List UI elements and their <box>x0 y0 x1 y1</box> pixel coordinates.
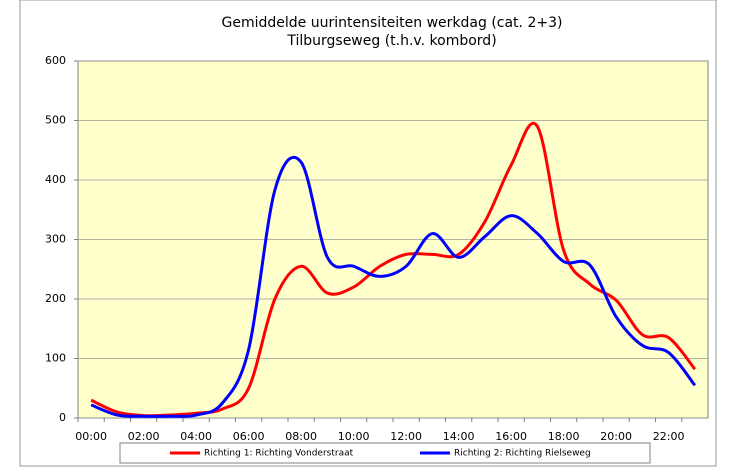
chart-title: Gemiddelde uurintensiteiten werkdag (cat… <box>222 15 563 31</box>
chart-subtitle: Tilburgseweg (t.h.v. kombord) <box>286 33 496 49</box>
x-tick-label: 22:00 <box>653 430 685 443</box>
x-tick-label: 10:00 <box>338 430 370 443</box>
line-series <box>90 122 697 418</box>
x-tick-label: 08:00 <box>285 430 317 443</box>
legend-label: Richting 1: Richting Vonderstraat <box>204 449 354 459</box>
legend-box <box>119 442 651 464</box>
y-tick-label: 0 <box>59 411 66 424</box>
x-tick-label: 00:00 <box>75 430 107 443</box>
x-tick-label: 20:00 <box>600 430 632 443</box>
x-tick-label: 04:00 <box>180 430 212 443</box>
y-tick-label: 200 <box>45 292 66 305</box>
y-tick-label: 100 <box>45 352 66 365</box>
y-tick-label: 500 <box>45 114 66 127</box>
x-tick-label: 16:00 <box>495 430 527 443</box>
x-tick-label: 18:00 <box>548 430 580 443</box>
legend-label: Richting 2: Richting Rielseweg <box>454 449 591 459</box>
x-tick-label: 06:00 <box>233 430 265 443</box>
y-tick-label: 600 <box>45 54 66 67</box>
x-tick-label: 12:00 <box>390 430 422 443</box>
line-series <box>90 155 697 418</box>
x-tick-label: 14:00 <box>443 430 475 443</box>
y-tick-label: 300 <box>45 233 66 246</box>
y-tick-label: 400 <box>45 173 66 186</box>
x-tick-label: 02:00 <box>128 430 160 443</box>
